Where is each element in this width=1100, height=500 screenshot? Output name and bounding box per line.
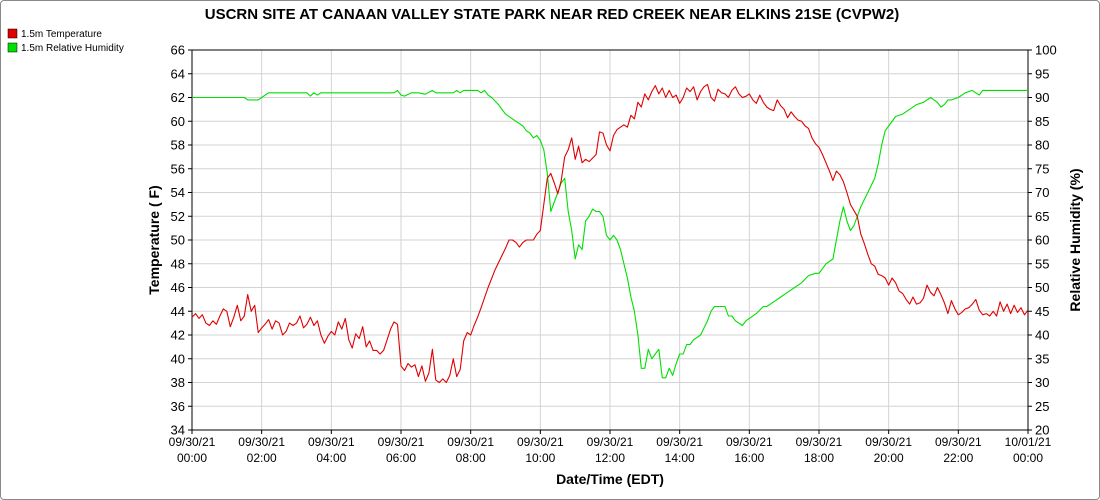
x-axis-title: Date/Time (EDT) [556, 471, 664, 487]
legend-swatch-humidity [7, 42, 18, 53]
legend: 1.5m Temperature 1.5m Relative Humidity [7, 28, 124, 54]
x-tick-label-time: 16:00 [734, 451, 764, 465]
x-tick-label-time: 10:00 [525, 451, 555, 465]
y-tick-label-right: 90 [1035, 90, 1049, 105]
y-tick-label-right: 60 [1035, 233, 1049, 248]
y-axis-right-ticks: 20 25 30 35 40 45 50 55 60 65 70 75 80 85 90 95 100 [1028, 43, 1057, 438]
y-tick-label-left: 46 [171, 280, 185, 295]
temperature-series-line [191, 83, 1029, 384]
y-tick-label-right: 95 [1035, 66, 1049, 81]
x-tick-label-date: 09/30/21 [308, 435, 355, 449]
y-tick-label-right: 50 [1035, 280, 1049, 295]
y-tick-label-right: 30 [1035, 375, 1049, 390]
y-tick-label-left: 50 [171, 233, 185, 248]
y-tick-label-right: 20 [1035, 423, 1049, 438]
y-tick-label-left: 62 [171, 90, 185, 105]
y-tick-label-left: 38 [171, 375, 185, 390]
y-tick-label-right: 65 [1035, 209, 1049, 224]
legend-label-humidity: 1.5m Relative Humidity [21, 43, 124, 54]
legend-label-temperature: 1.5m Temperature [21, 29, 102, 40]
y-tick-label-left: 44 [171, 304, 185, 319]
x-tick-label-time: 08:00 [456, 451, 486, 465]
x-tick-label-date: 09/30/21 [169, 435, 216, 449]
chart-title: USCRN SITE AT CANAAN VALLEY STATE PARK N… [205, 6, 900, 23]
x-tick-label-date: 09/30/21 [517, 435, 564, 449]
x-tick-label-date: 09/30/21 [656, 435, 703, 449]
y-tick-label-right: 40 [1035, 328, 1049, 343]
y-tick-label-left: 48 [171, 256, 185, 271]
y-tick-label-right: 45 [1035, 304, 1049, 319]
x-tick-label-date: 09/30/21 [726, 435, 773, 449]
y-tick-label-right: 85 [1035, 114, 1049, 129]
y-tick-label-right: 75 [1035, 161, 1049, 176]
x-tick-label-time: 20:00 [874, 451, 904, 465]
y-axis-right-title: Relative Humidity (%) [1067, 168, 1083, 311]
y-tick-label-left: 60 [171, 114, 185, 129]
y-tick-label-right: 80 [1035, 138, 1049, 153]
x-tick-label-time: 00:00 [177, 451, 207, 465]
x-tick-label-time: 04:00 [316, 451, 346, 465]
x-tick-label-date: 10/01/21 [1005, 435, 1052, 449]
x-axis-ticks: 09/30/21 00:00 09/30/21 02:00 09/30/21 04:00 0… [169, 430, 1052, 465]
y-tick-label-left: 40 [171, 351, 185, 366]
y-tick-label-left: 64 [171, 66, 185, 81]
x-tick-label-date: 09/30/21 [796, 435, 843, 449]
x-tick-label-time: 00:00 [1013, 451, 1043, 465]
y-axis-left-ticks: 34 36 38 40 42 44 46 48 50 52 54 56 58 60 62 64 66 [171, 43, 192, 438]
y-tick-label-left: 66 [171, 43, 185, 58]
y-tick-label-right: 100 [1035, 43, 1057, 58]
x-tick-label-time: 12:00 [595, 451, 625, 465]
y-tick-label-right: 55 [1035, 256, 1049, 271]
legend-swatch-temperature [7, 28, 18, 39]
x-tick-label-time: 02:00 [247, 451, 277, 465]
y-axis-left-title: Temperature ( F) [146, 185, 162, 294]
y-tick-label-right: 70 [1035, 185, 1049, 200]
x-tick-label-date: 09/30/21 [865, 435, 912, 449]
x-tick-label-time: 14:00 [665, 451, 695, 465]
y-tick-label-left: 54 [171, 185, 185, 200]
series-layer [191, 83, 1029, 384]
x-tick-label-date: 09/30/21 [378, 435, 425, 449]
humidity-series-line [192, 89, 1028, 379]
y-tick-label-left: 56 [171, 161, 185, 176]
y-tick-label-left: 42 [171, 328, 185, 343]
x-tick-label-date: 09/30/21 [935, 435, 982, 449]
y-tick-label-left: 52 [171, 209, 185, 224]
x-tick-label-time: 06:00 [386, 451, 416, 465]
y-tick-label-left: 34 [171, 423, 185, 438]
y-tick-label-left: 58 [171, 138, 185, 153]
y-tick-label-right: 35 [1035, 351, 1049, 366]
x-tick-label-time: 18:00 [804, 451, 834, 465]
y-tick-label-right: 25 [1035, 399, 1049, 414]
x-tick-label-date: 09/30/21 [587, 435, 634, 449]
y-tick-label-left: 36 [171, 399, 185, 414]
x-tick-label-date: 09/30/21 [238, 435, 285, 449]
x-tick-label-time: 22:00 [943, 451, 973, 465]
x-tick-label-date: 09/30/21 [447, 435, 494, 449]
